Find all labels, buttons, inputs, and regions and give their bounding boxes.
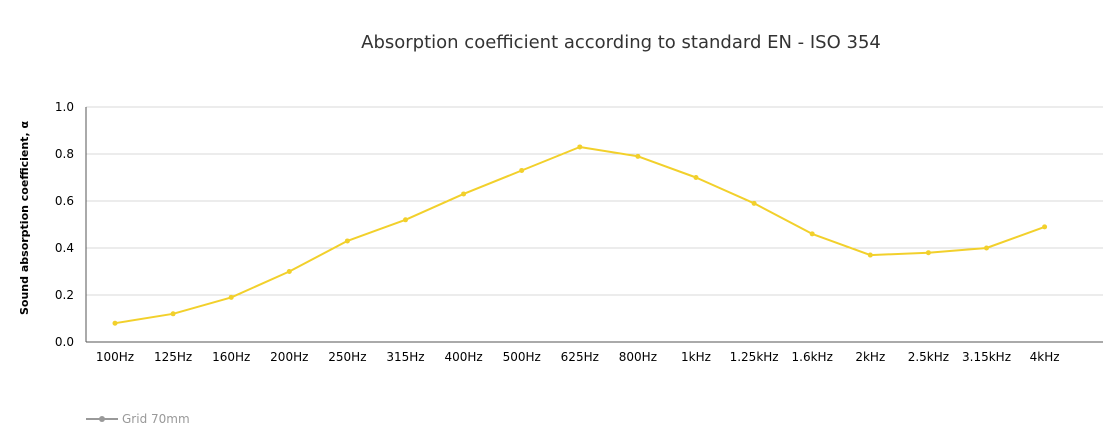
- x-tick-label: 800Hz: [619, 350, 657, 364]
- x-tick-labels: 100Hz 125Hz 160Hz 200Hz 250Hz 315Hz 400Hz 500Hz…: [96, 350, 1060, 364]
- x-tick-label: 1.6kHz: [792, 350, 833, 364]
- x-tick-label: 625Hz: [561, 350, 599, 364]
- x-tick-label: 250Hz: [328, 350, 366, 364]
- x-tick-label: 4kHz: [1030, 350, 1060, 364]
- y-axis-title: Sound absorption coefficient, α: [18, 121, 31, 315]
- x-tick-label: 100Hz: [96, 350, 134, 364]
- series-layer: [112, 144, 1048, 326]
- data-point[interactable]: [751, 200, 757, 206]
- x-tick-label: 2.5kHz: [908, 350, 949, 364]
- data-point[interactable]: [809, 231, 815, 237]
- data-point[interactable]: [286, 269, 292, 274]
- y-tick-label: 0.8: [55, 147, 74, 161]
- data-point[interactable]: [403, 217, 408, 223]
- x-tick-label: 1kHz: [681, 350, 711, 364]
- data-point[interactable]: [577, 144, 583, 150]
- y-tick-labels: 0.0 0.2 0.4 0.6 0.8 1.0: [55, 100, 74, 349]
- legend-label: Grid 70mm: [122, 412, 190, 426]
- series-line: [114, 146, 1045, 325]
- y-tick-label: 0.0: [55, 335, 74, 349]
- y-tick-label: 0.2: [55, 288, 74, 302]
- data-point[interactable]: [344, 238, 350, 244]
- grid-lines: [86, 106, 1103, 296]
- data-point[interactable]: [1042, 224, 1048, 230]
- x-tick-label: 400Hz: [444, 350, 482, 364]
- chart-title: Absorption coefficient according to stan…: [361, 32, 881, 53]
- x-tick-label: 500Hz: [503, 350, 541, 364]
- x-tick-label: 200Hz: [270, 350, 308, 364]
- x-tick-label: 315Hz: [386, 350, 424, 364]
- data-point[interactable]: [693, 175, 699, 180]
- data-point[interactable]: [461, 191, 467, 197]
- y-tick-label: 0.4: [55, 241, 74, 255]
- data-point[interactable]: [925, 250, 931, 256]
- y-tick-label: 1.0: [55, 100, 74, 114]
- legend[interactable]: Grid 70mm: [86, 412, 190, 426]
- data-point[interactable]: [519, 167, 525, 173]
- x-tick-label: 2kHz: [855, 350, 885, 364]
- data-point[interactable]: [635, 153, 641, 159]
- data-point[interactable]: [228, 294, 234, 300]
- data-point[interactable]: [984, 245, 989, 251]
- y-tick-label: 0.6: [55, 194, 74, 208]
- x-tick-label: 125Hz: [154, 350, 192, 364]
- legend-swatch: [86, 414, 118, 424]
- data-point[interactable]: [867, 252, 873, 258]
- x-tick-label: 1.25kHz: [730, 350, 779, 364]
- x-tick-label: 3.15kHz: [962, 350, 1011, 364]
- x-tick-label: 160Hz: [212, 350, 250, 364]
- data-point[interactable]: [170, 311, 176, 317]
- data-point[interactable]: [112, 320, 118, 326]
